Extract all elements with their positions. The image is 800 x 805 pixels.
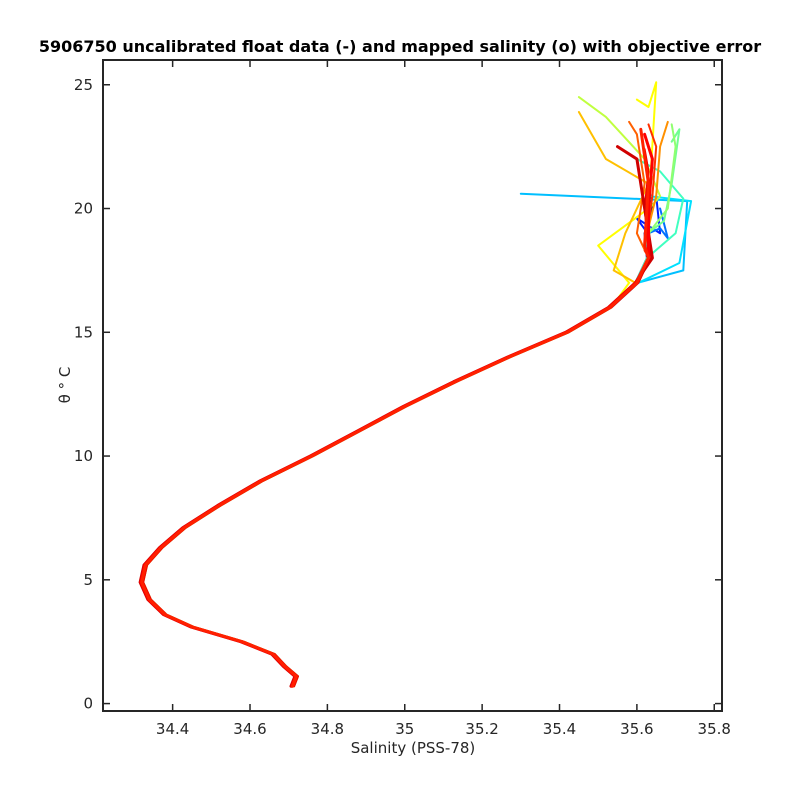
x-tick-label: 34.6: [233, 720, 266, 738]
x-tick-label: 35.2: [465, 720, 498, 738]
y-tick-label: 15: [74, 323, 93, 341]
plot-frame: [102, 59, 723, 712]
y-tick-label: 5: [83, 571, 93, 589]
chart-title: 5906750 uncalibrated float data (-) and …: [39, 37, 761, 56]
series-layer: [138, 81, 693, 688]
profile-line: [140, 127, 650, 688]
y-axis-label: θ ° C: [56, 367, 74, 404]
y-tick-label: 20: [74, 200, 93, 218]
x-tick-label: 35.8: [698, 720, 731, 738]
x-tick-label: 35.4: [543, 720, 576, 738]
x-axis-label: Salinity (PSS-78): [351, 739, 476, 757]
y-tick-label: 0: [83, 695, 93, 713]
x-tick-label: 35: [395, 720, 414, 738]
x-tick-label: 34.4: [156, 720, 189, 738]
y-tick-label: 25: [74, 76, 93, 94]
tick-layer: 34.4 34.6 34.8 35 35.2 35.4 35.6 35.8 0 5 10 15 20 25: [74, 60, 731, 738]
x-tick-label: 34.8: [311, 720, 344, 738]
x-tick-label: 35.6: [620, 720, 653, 738]
y-tick-label: 10: [74, 447, 93, 465]
